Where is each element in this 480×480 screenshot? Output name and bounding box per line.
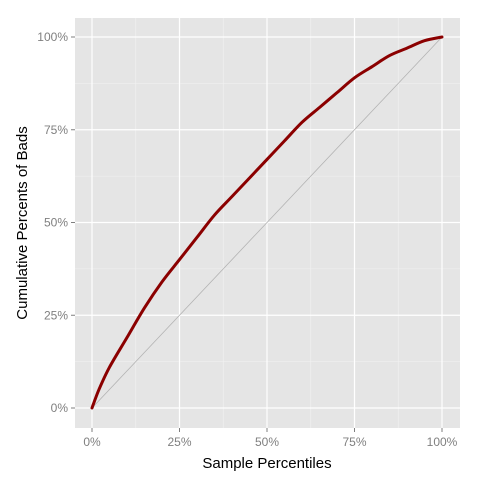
y-axis-title: Cumulative Percents of Bads: [14, 126, 31, 319]
y-tick-label: 0%: [51, 401, 69, 415]
x-tick-label: 25%: [167, 435, 191, 449]
y-tick-label: 25%: [44, 308, 68, 322]
y-tick-label: 100%: [37, 30, 68, 44]
series-layer: [90, 35, 444, 410]
x-tick-label: 50%: [255, 435, 279, 449]
y-tick-label: 50%: [44, 216, 68, 230]
diagonal-reference-line: [91, 36, 443, 409]
x-axis-title: Sample Percentiles: [202, 455, 331, 472]
axis-ticks: 0% 0% 25% 25% 50% 50% 75% 75% 100% 100%: [37, 30, 457, 449]
cumulative-bads-line: [90, 35, 444, 410]
y-tick-label: 75%: [44, 123, 68, 137]
x-tick-label: 100%: [427, 435, 458, 449]
x-tick-label: 75%: [342, 435, 366, 449]
x-tick-label: 0%: [83, 435, 101, 449]
